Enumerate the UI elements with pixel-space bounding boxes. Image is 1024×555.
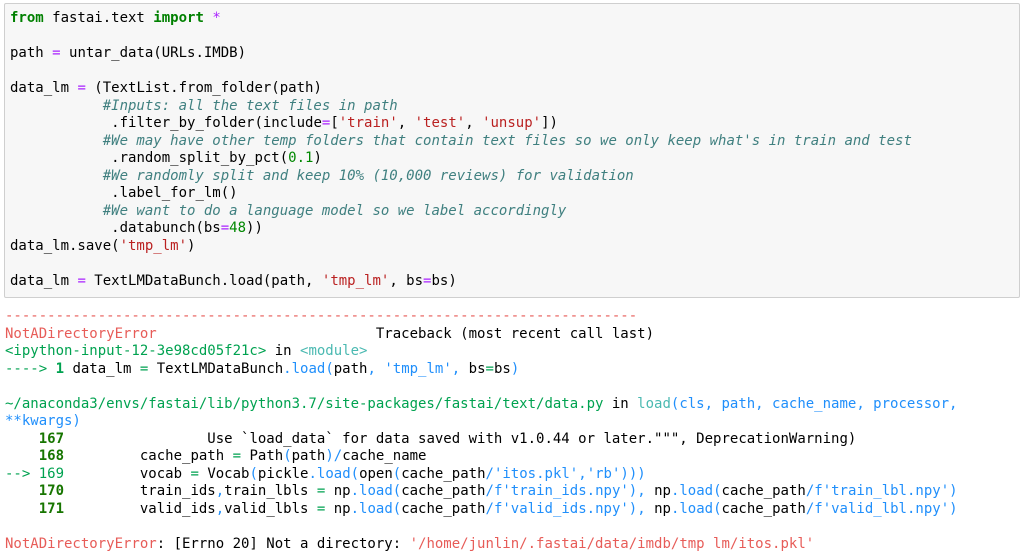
code-line: data_lm = (TextList.from_folder(path) [10,80,322,96]
code-line: 171 valid_ids,valid_lbls = np.load(cache… [5,500,958,517]
code-input-cell[interactable]: from fastai.text import * path = untar_d… [4,3,1020,298]
code-line: data_lm = TextLMDataBunch.load(path, 'tm… [10,272,457,289]
code-line: 168 cache_path = Path(path)/cache_name [5,448,427,464]
code-line: ----------------------------------------… [5,308,638,324]
code-line: .filter_by_folder(include=['train', 'tes… [10,115,558,131]
code-line: --> 169 vocab = Vocab(pickle.load(open(c… [5,465,646,482]
code-line: .databunch(bs=48)) [10,220,263,236]
code-line: NotADirectoryError Traceback (most recen… [5,325,655,342]
code-line: ~/anaconda3/envs/fastai/lib/python3.7/si… [5,395,966,430]
code-line [10,255,1011,273]
code-line: path = untar_data(URLs.IMDB) [10,45,247,61]
traceback-text: ----------------------------------------… [5,308,1016,553]
code-line: ----> 1 data_lm = TextLMDataBunch.load(p… [5,360,520,377]
code-line: #We may have other temp folders that con… [102,132,912,149]
code-line: NotADirectoryError: [Errno 20] Not a dir… [5,535,815,552]
code-line: 167 Use `load_data` for data saved with … [5,430,857,447]
code-line [5,518,1016,536]
code-line: #Inputs: all the text files in path [102,97,398,114]
error-output-area: ----------------------------------------… [0,308,1024,553]
code-line: .label_for_lm() [10,185,238,201]
code-line [10,63,1011,81]
code-line: #We want to do a language model so we la… [102,202,567,219]
code-line: .random_split_by_pct(0.1) [10,150,322,166]
code-line: #We randomly split and keep 10% (10,000 … [102,167,634,184]
code-line: from fastai.text import * [10,10,221,26]
code-line [5,378,1016,396]
code-editor[interactable]: from fastai.text import * path = untar_d… [10,10,1011,290]
code-line: 170 train_ids,train_lbls = np.load(cache… [5,483,958,499]
code-line: data_lm.save('tmp_lm') [10,237,196,254]
code-line [10,28,1011,46]
code-line: <ipython-input-12-3e98cd05f21c> in <modu… [5,343,368,359]
